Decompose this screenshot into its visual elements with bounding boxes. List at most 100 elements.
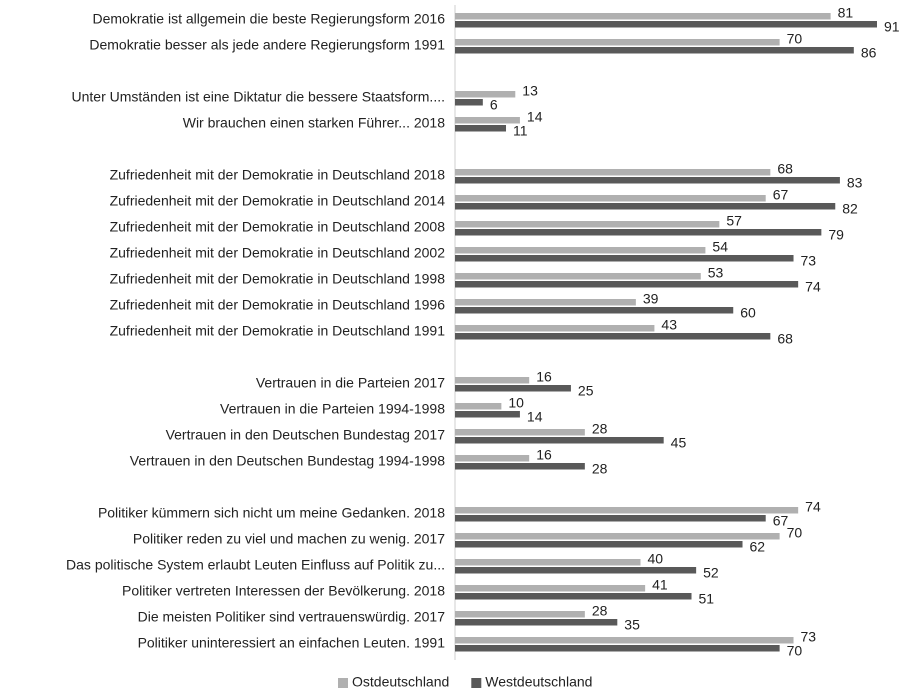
bar: [455, 619, 618, 626]
category-label: Politiker reden zu viel und machen zu we…: [133, 531, 445, 547]
value-label: 41: [652, 577, 668, 593]
value-label: 81: [838, 5, 854, 21]
value-label: 79: [828, 227, 844, 243]
bar: [455, 593, 692, 600]
value-label: 53: [708, 265, 724, 281]
category-label: Zufriedenheit mit der Demokratie in Deut…: [110, 219, 446, 235]
value-label: 45: [671, 435, 687, 451]
bar: [455, 221, 720, 228]
bar: [455, 429, 585, 436]
value-label: 11: [513, 123, 528, 139]
bar: [455, 645, 780, 652]
bar: [455, 559, 641, 566]
bar: [455, 281, 799, 288]
value-label: 68: [777, 331, 793, 347]
value-label: 74: [805, 499, 821, 515]
category-label: Vertrauen in die Parteien 1994-1998: [220, 401, 445, 417]
category-label: Vertrauen in den Deutschen Bundestag 201…: [166, 427, 446, 443]
bar: [455, 585, 646, 592]
legend-label: Ostdeutschland: [352, 674, 449, 690]
value-label: 67: [773, 513, 789, 529]
bar: [455, 325, 655, 332]
bar: [455, 177, 840, 184]
category-label: Politiker vertreten Interessen der Bevöl…: [122, 583, 445, 599]
legend-swatch: [338, 678, 348, 688]
bar: [455, 507, 799, 514]
value-label: 14: [527, 109, 543, 125]
value-label: 43: [661, 317, 677, 333]
legend-label: Westdeutschland: [485, 674, 592, 690]
value-label: 35: [624, 617, 640, 633]
value-label: 62: [750, 539, 766, 555]
bar: [455, 195, 766, 202]
category-label: Politiker kümmern sich nicht um meine Ge…: [98, 505, 445, 521]
category-label: Vertrauen in die Parteien 2017: [256, 375, 445, 391]
category-label: Politiker uninteressiert an einfachen Le…: [138, 635, 446, 651]
bar: [455, 637, 794, 644]
value-label: 57: [726, 213, 742, 229]
bar: [455, 377, 530, 384]
value-label: 28: [592, 421, 608, 437]
bar: [455, 117, 520, 124]
bar: [455, 21, 877, 28]
category-label: Unter Umständen ist eine Diktatur die be…: [72, 89, 446, 105]
value-label: 51: [699, 591, 715, 607]
value-label: 68: [777, 161, 793, 177]
bar: [455, 541, 743, 548]
value-label: 86: [861, 45, 877, 61]
value-label: 39: [643, 291, 659, 307]
value-label: 28: [592, 603, 608, 619]
value-label: 70: [787, 643, 803, 659]
bar: [455, 437, 664, 444]
bar: [455, 455, 530, 462]
value-label: 83: [847, 175, 863, 191]
category-label: Wir brauchen einen starken Führer... 201…: [183, 115, 445, 131]
value-label: 73: [801, 629, 817, 645]
value-label: 28: [592, 461, 608, 477]
category-label: Das politische System erlaubt Leuten Ein…: [66, 557, 445, 573]
category-label: Zufriedenheit mit der Demokratie in Deut…: [110, 297, 446, 313]
value-label: 6: [490, 97, 498, 113]
category-label: Demokratie besser als jede andere Regier…: [89, 37, 445, 53]
bar: [455, 99, 483, 106]
category-label: Zufriedenheit mit der Demokratie in Deut…: [110, 271, 446, 287]
value-label: 10: [508, 395, 524, 411]
value-label: 52: [703, 565, 719, 581]
bar: [455, 463, 585, 470]
value-label: 82: [842, 201, 858, 217]
bar: [455, 91, 516, 98]
category-label: Demokratie ist allgemein die beste Regie…: [92, 11, 445, 27]
bar: [455, 567, 697, 574]
value-label: 73: [801, 253, 817, 269]
bar: [455, 533, 780, 540]
bar: [455, 13, 831, 20]
legend-swatch: [471, 678, 482, 688]
category-label: Vertrauen in den Deutschen Bundestag 199…: [130, 453, 445, 469]
category-label: Zufriedenheit mit der Demokratie in Deut…: [110, 323, 446, 339]
category-label: Zufriedenheit mit der Demokratie in Deut…: [110, 167, 446, 183]
bar: [455, 39, 780, 46]
bar: [455, 611, 585, 618]
bar: [455, 411, 520, 418]
bar: [455, 255, 794, 262]
category-label: Die meisten Politiker sind vertrauenswür…: [138, 609, 446, 625]
category-label: Zufriedenheit mit der Demokratie in Deut…: [110, 193, 446, 209]
value-label: 70: [787, 525, 803, 541]
value-label: 54: [712, 239, 728, 255]
bar: [455, 169, 771, 176]
value-label: 74: [805, 279, 821, 295]
value-label: 25: [578, 383, 594, 399]
value-label: 40: [647, 551, 663, 567]
value-label: 60: [740, 305, 756, 321]
value-label: 13: [522, 83, 538, 99]
value-label: 67: [773, 187, 789, 203]
value-label: 91: [884, 19, 900, 35]
bar: [455, 125, 507, 132]
bar: [455, 299, 636, 306]
bar: [455, 515, 766, 522]
bar: [455, 307, 734, 314]
bar: [455, 229, 822, 236]
bar: [455, 273, 701, 280]
bar: [455, 203, 836, 210]
